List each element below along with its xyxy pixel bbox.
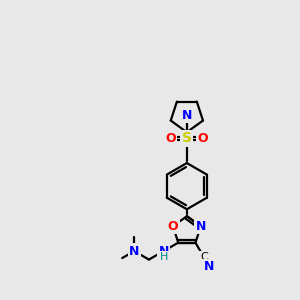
Text: O: O	[165, 132, 176, 145]
Text: N: N	[182, 109, 192, 122]
Text: N: N	[158, 244, 169, 258]
Text: O: O	[168, 220, 178, 233]
Text: N: N	[196, 220, 206, 233]
Text: N: N	[129, 244, 140, 258]
Text: O: O	[198, 132, 208, 145]
Text: N: N	[204, 260, 214, 273]
Text: C: C	[200, 252, 208, 262]
Text: S: S	[182, 131, 192, 146]
Text: H: H	[159, 252, 168, 262]
